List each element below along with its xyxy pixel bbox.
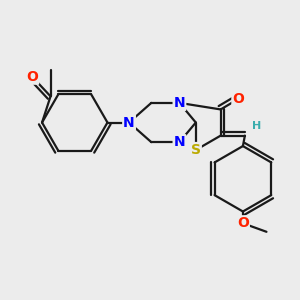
- Text: S: S: [191, 143, 201, 157]
- Text: N: N: [123, 116, 135, 130]
- Text: O: O: [232, 92, 244, 106]
- Text: N: N: [174, 96, 185, 110]
- Text: O: O: [237, 216, 249, 230]
- Text: H: H: [252, 121, 261, 131]
- Text: O: O: [26, 70, 38, 84]
- Text: N: N: [174, 135, 185, 149]
